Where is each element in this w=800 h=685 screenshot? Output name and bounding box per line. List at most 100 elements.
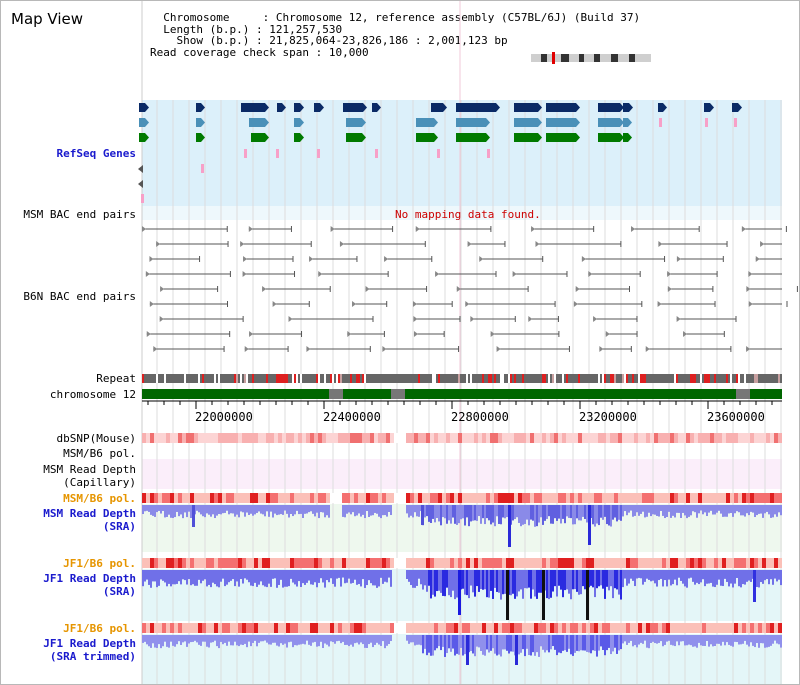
- heat-cell: [430, 623, 434, 633]
- heat-cell: [142, 433, 146, 443]
- read-depth-bar: [530, 505, 532, 520]
- read-depth-bar: [174, 570, 176, 585]
- read-depth-bar: [700, 505, 702, 511]
- repeat-segment: [182, 374, 184, 383]
- read-depth-bar: [384, 570, 386, 582]
- read-depth-bar: [326, 635, 328, 645]
- repeat-segment: [614, 374, 616, 383]
- heat-cell: [686, 623, 690, 633]
- read-depth-spike: [466, 635, 469, 665]
- read-depth-bar: [192, 570, 194, 585]
- heat-cell: [418, 623, 422, 633]
- heat-cell: [234, 433, 238, 443]
- read-depth-bar: [742, 570, 744, 585]
- heat-cell: [690, 433, 694, 443]
- read-depth-bar: [426, 505, 428, 517]
- heat-cell: [526, 623, 530, 633]
- heat-cell: [230, 623, 234, 633]
- read-depth-bar: [572, 505, 574, 525]
- msm-b6-pol-label-2: MSM/B6 pol.: [63, 492, 136, 505]
- read-depth-bar: [210, 635, 212, 643]
- read-depth-bar: [364, 635, 366, 648]
- repeat-segment: [476, 374, 478, 383]
- read-depth-bar: [182, 570, 184, 580]
- read-depth-bar: [240, 635, 242, 645]
- read-depth-bar: [196, 635, 198, 643]
- read-depth-bar: [146, 635, 148, 645]
- heat-cell: [522, 493, 526, 503]
- heat-cell: [222, 433, 226, 443]
- heat-cell: [234, 493, 238, 503]
- heat-cell: [630, 623, 634, 633]
- read-depth-bar: [278, 635, 280, 647]
- repeat-segment: [562, 374, 564, 383]
- heat-cell: [314, 623, 318, 633]
- read-depth-bar: [568, 635, 570, 649]
- read-depth-bar: [620, 505, 622, 521]
- refseq-genes-label[interactable]: RefSeq Genes: [56, 147, 136, 160]
- read-depth-bar: [778, 570, 780, 580]
- repeat-segment: [198, 374, 200, 383]
- read-depth-bar: [488, 505, 490, 521]
- read-depth-bar: [760, 635, 762, 644]
- repeat-segment: [158, 374, 160, 383]
- heat-cell: [642, 558, 646, 568]
- repeat-segment: [302, 374, 304, 383]
- read-depth-bar: [178, 505, 180, 517]
- heat-cell: [302, 493, 306, 503]
- heat-cell: [270, 558, 274, 568]
- read-depth-bar: [566, 505, 568, 517]
- read-depth-bar: [750, 635, 752, 643]
- read-depth-bar: [490, 570, 492, 591]
- read-depth-bar: [662, 570, 664, 587]
- read-depth-bar: [358, 505, 360, 514]
- repeat-segment: [774, 374, 776, 383]
- gene-feature: [456, 103, 491, 112]
- read-depth-bar: [270, 505, 272, 512]
- read-depth-bar: [558, 635, 560, 653]
- read-depth-bar: [370, 635, 372, 643]
- repeat-segment: [550, 374, 552, 383]
- heat-cell: [278, 493, 282, 503]
- repeat-segment: [616, 374, 618, 383]
- read-depth-bar: [774, 505, 776, 515]
- bac-end-marker: [159, 316, 164, 322]
- repeat-segment: [670, 374, 672, 383]
- read-depth-bar: [688, 635, 690, 645]
- bac-end-marker: [755, 256, 760, 262]
- read-depth-bar: [450, 570, 452, 598]
- repeat-segment: [290, 374, 292, 383]
- read-depth-bar: [630, 505, 632, 511]
- heat-cell: [306, 433, 310, 443]
- heat-cell: [738, 433, 742, 443]
- heat-cell: [546, 623, 550, 633]
- read-depth-bar: [660, 505, 662, 511]
- heat-cell: [662, 493, 666, 503]
- heat-cell: [186, 558, 190, 568]
- read-depth-bar: [706, 635, 708, 641]
- read-depth-bar: [486, 635, 488, 650]
- heat-cell: [606, 623, 610, 633]
- read-depth-bar: [552, 505, 554, 524]
- heat-cell: [674, 558, 678, 568]
- read-depth-bar: [270, 635, 272, 645]
- read-depth-bar: [310, 570, 312, 585]
- read-depth-bar: [278, 505, 280, 515]
- repeat-segment: [328, 374, 330, 383]
- heat-cell: [758, 493, 762, 503]
- read-depth-bar: [428, 635, 430, 653]
- repeat-segment: [424, 374, 426, 383]
- read-depth-bar: [162, 505, 164, 511]
- read-depth-bar: [434, 570, 436, 597]
- heat-cell: [610, 623, 614, 633]
- chromosome-gap: [329, 389, 343, 399]
- read-depth-bar: [442, 570, 444, 596]
- heat-cell: [558, 558, 562, 568]
- read-depth-bar: [594, 635, 596, 651]
- heat-cell: [330, 558, 334, 568]
- repeat-segment: [360, 374, 362, 383]
- repeat-segment: [284, 374, 286, 383]
- heat-cell: [382, 623, 386, 633]
- read-depth-bar: [574, 505, 576, 525]
- heat-cell: [430, 558, 434, 568]
